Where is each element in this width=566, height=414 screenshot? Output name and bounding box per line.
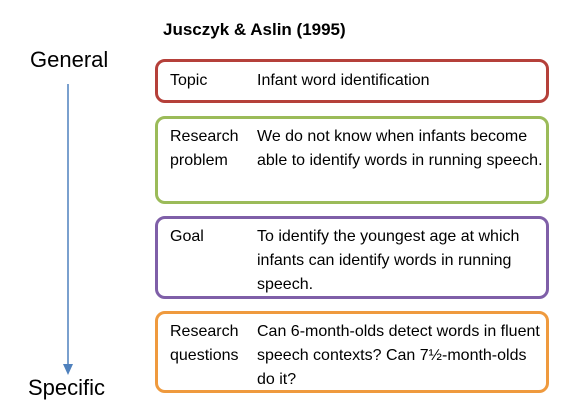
goal-box: Goal To identify the youngest age at whi… — [155, 216, 549, 299]
research-problem-label: Research problem — [170, 128, 239, 169]
research-problem-box: Research problem We do not know when inf… — [155, 116, 549, 204]
axis-label-specific: Specific — [28, 375, 106, 400]
goal-text: To identify the youngest age at which in… — [257, 228, 520, 293]
general-to-specific-arrow — [63, 84, 73, 375]
axis-label-general: General — [30, 47, 109, 72]
diagram-title: Jusczyk & Aslin (1995) — [163, 20, 346, 39]
goal-label: Goal — [170, 228, 204, 245]
topic-label: Topic — [170, 72, 208, 89]
research-problem-text: We do not know when infants become able … — [257, 128, 543, 169]
research-questions-box: Research questions Can 6-month-olds dete… — [155, 311, 549, 393]
topic-box: Topic Infant word identification — [155, 59, 549, 103]
research-questions-label: Research questions — [170, 323, 239, 364]
research-questions-text: Can 6-month-olds detect words in fluent … — [257, 323, 540, 388]
topic-text: Infant word identification — [257, 72, 430, 89]
